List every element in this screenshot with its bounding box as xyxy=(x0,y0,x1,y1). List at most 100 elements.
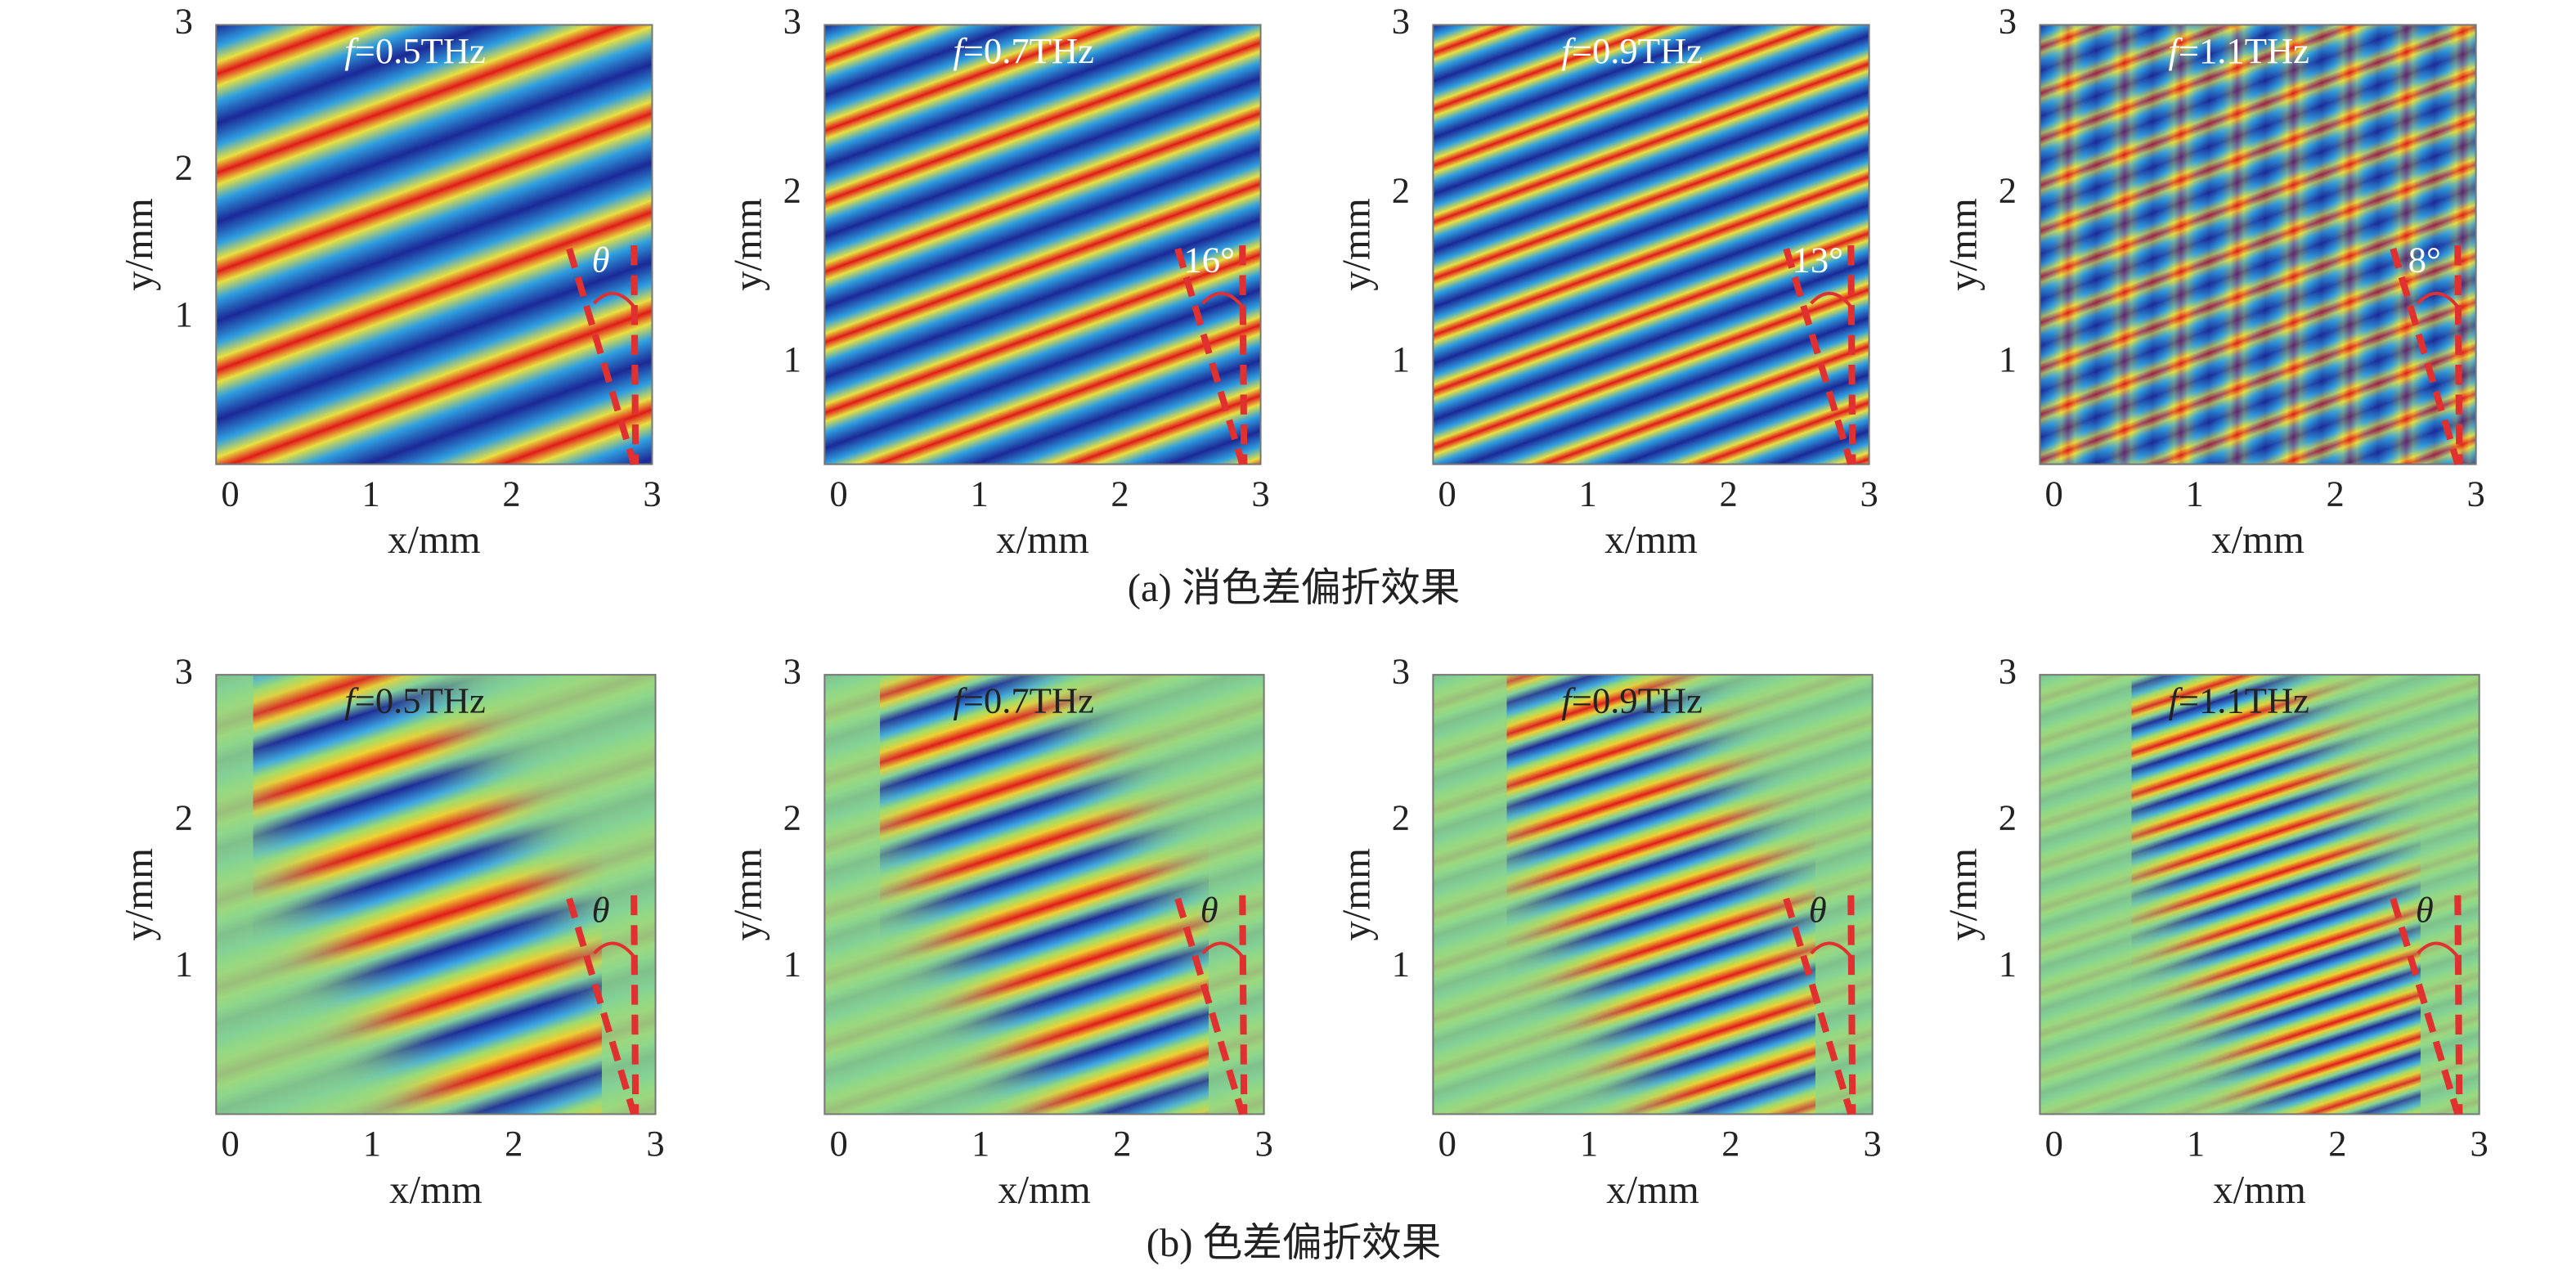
ray xyxy=(566,247,638,465)
x-axis-label: x/mm xyxy=(996,518,1089,562)
x-tick-label: 2 xyxy=(1113,1123,1131,1164)
normal xyxy=(2454,245,2463,464)
x-tick-label: 0 xyxy=(1438,473,1456,514)
plot-frame xyxy=(2039,674,2480,1115)
x-tick-label: 1 xyxy=(363,1123,381,1164)
x-axis-label: x/mm xyxy=(998,1168,1091,1212)
angle-arc xyxy=(1201,291,1244,308)
x-tick-label: 1 xyxy=(2187,1123,2205,1164)
y-tick-label: 3 xyxy=(1999,650,2017,691)
freq-value: =1.1THz xyxy=(2179,680,2309,721)
y-tick-label: 2 xyxy=(175,147,193,188)
y-tick-label: 2 xyxy=(1999,797,2017,837)
ray xyxy=(2390,247,2462,465)
normal xyxy=(1847,245,1856,464)
angle-label: θ xyxy=(592,240,610,280)
y-axis-label: y/mm xyxy=(1941,198,1985,291)
y-tick-label: 2 xyxy=(783,797,801,837)
y-tick-label: 1 xyxy=(1392,944,1410,985)
x-tick-label: 1 xyxy=(970,473,988,514)
ray xyxy=(566,897,638,1115)
x-tick-label: 0 xyxy=(2045,1123,2063,1164)
angle-label: 8° xyxy=(2408,240,2441,280)
x-tick-label: 0 xyxy=(1438,1123,1456,1164)
y-tick-label: 3 xyxy=(1999,1,2017,42)
x-tick-label: 1 xyxy=(972,1123,990,1164)
y-axis-label: y/mm xyxy=(1334,198,1378,291)
freq-value: =0.5THz xyxy=(355,30,486,71)
x-tick-label: 1 xyxy=(2185,473,2203,514)
freq-value: =0.9THz xyxy=(1572,30,1703,71)
ray xyxy=(1783,897,1855,1115)
caption: (b) 色差偏折效果 xyxy=(1147,1221,1442,1265)
x-tick-label: 0 xyxy=(221,473,239,514)
x-tick-label: 1 xyxy=(361,473,379,514)
ray xyxy=(2390,897,2462,1115)
ray xyxy=(1174,247,1246,465)
plot-frame xyxy=(1432,674,1874,1115)
plot-frame xyxy=(824,24,1262,465)
angle-arc xyxy=(1810,291,1852,308)
y-tick-label: 2 xyxy=(783,169,801,210)
angle-label: θ xyxy=(1809,889,1827,930)
x-tick-label: 0 xyxy=(829,473,847,514)
y-tick-label: 3 xyxy=(783,1,801,42)
field-map xyxy=(2040,25,2476,464)
x-tick-label: 1 xyxy=(1578,473,1596,514)
normal xyxy=(631,895,640,1115)
normal xyxy=(2454,895,2463,1115)
y-axis-label: y/mm xyxy=(1334,848,1378,941)
y-axis-label: y/mm xyxy=(1941,848,1985,941)
angle-label: θ xyxy=(2416,889,2434,930)
angle-label: θ xyxy=(592,889,610,930)
y-tick-label: 1 xyxy=(1999,944,2017,985)
y-tick-label: 1 xyxy=(1392,339,1410,379)
freq-value: =0.7THz xyxy=(963,30,1094,71)
panel-title: f=0.5THz xyxy=(344,30,486,71)
angle-arc xyxy=(593,291,635,308)
x-axis-label: x/mm xyxy=(1604,518,1698,562)
x-axis-label: x/mm xyxy=(389,1168,482,1212)
y-tick-label: 3 xyxy=(783,650,801,691)
y-tick-label: 1 xyxy=(783,944,801,985)
angle-label: 16° xyxy=(1183,240,1234,280)
y-tick-label: 3 xyxy=(1392,1,1410,42)
field-map xyxy=(1433,25,1869,464)
panel-title: f=0.7THz xyxy=(953,680,1094,721)
x-tick-label: 3 xyxy=(1864,1123,1882,1164)
panel-title: f=0.9THz xyxy=(1561,30,1703,71)
angle-arc xyxy=(1810,941,1852,958)
y-axis-label: y/mm xyxy=(725,198,770,291)
x-tick-label: 2 xyxy=(2328,1123,2346,1164)
x-tick-label: 3 xyxy=(2471,1123,2488,1164)
angle-label: 13° xyxy=(1793,240,1843,280)
y-tick-label: 3 xyxy=(1392,650,1410,691)
panel-title: f=0.9THz xyxy=(1561,680,1703,721)
y-tick-label: 2 xyxy=(175,797,193,837)
x-tick-label: 2 xyxy=(1111,473,1129,514)
y-axis-label: y/mm xyxy=(725,848,770,941)
ray xyxy=(1174,897,1246,1115)
x-tick-label: 3 xyxy=(1254,1123,1272,1164)
x-tick-label: 2 xyxy=(502,473,520,514)
x-tick-label: 2 xyxy=(2326,473,2344,514)
panel-title: f=1.1THz xyxy=(2168,680,2309,721)
field-map xyxy=(2040,675,2480,1115)
caption: (a) 消色差偏折效果 xyxy=(1128,566,1461,610)
plot-frame xyxy=(215,674,657,1115)
x-axis-label: x/mm xyxy=(1606,1168,1699,1212)
y-tick-label: 2 xyxy=(1999,169,2017,210)
angle-arc xyxy=(2417,941,2459,958)
plot-frame xyxy=(1432,24,1870,465)
x-axis-label: x/mm xyxy=(2211,518,2304,562)
normal xyxy=(1239,245,1248,464)
freq-value: =1.1THz xyxy=(2179,30,2309,71)
field-map xyxy=(824,675,1264,1115)
y-axis-label: y/mm xyxy=(117,848,161,941)
x-tick-label: 3 xyxy=(643,473,661,514)
x-tick-label: 0 xyxy=(221,1123,239,1164)
x-tick-label: 2 xyxy=(1719,473,1737,514)
panel-title: f=0.5THz xyxy=(344,680,486,721)
normal xyxy=(1239,895,1248,1115)
